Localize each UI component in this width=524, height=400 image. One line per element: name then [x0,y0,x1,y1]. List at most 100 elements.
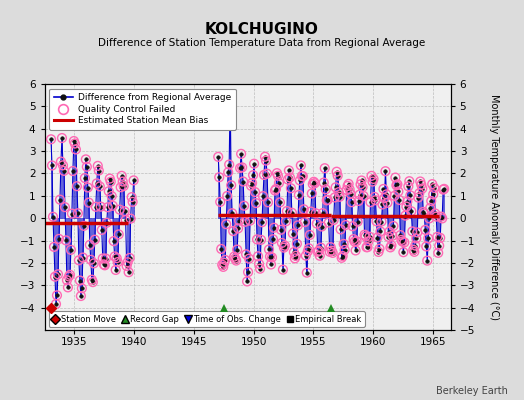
Point [97,227,106,233]
Point [90,260,98,266]
Point [362,233,370,240]
Point [417,182,425,188]
Point [437,214,445,220]
Point [264,199,272,206]
Point [256,266,264,272]
Point [99,255,107,262]
Point [380,195,389,201]
Point [107,193,116,199]
Point [265,246,273,253]
Point [351,238,359,245]
Point [106,178,115,185]
Point [71,140,79,147]
Point [428,181,436,187]
Point [122,217,130,223]
Point [216,199,224,205]
Point [359,193,368,199]
Point [283,176,292,183]
Point [387,242,396,248]
Point [344,181,353,187]
Point [227,182,235,188]
Text: KOLCHUGINO: KOLCHUGINO [205,22,319,37]
Point [101,262,109,268]
Point [413,229,421,236]
Point [285,167,293,174]
Point [125,255,134,261]
Point [127,194,136,200]
Point [270,224,278,231]
Point [294,192,303,198]
Point [412,235,420,242]
Point [391,174,400,181]
Point [302,252,310,259]
Point [125,269,133,276]
Point [365,234,374,240]
Point [100,261,108,268]
Point [234,225,242,232]
Point [219,264,227,270]
Point [103,220,111,226]
Point [275,180,283,186]
Point [422,243,430,250]
Point [215,174,223,180]
Point [126,216,135,222]
Point [376,228,385,235]
Point [244,269,252,275]
Point [347,199,356,206]
Point [394,188,402,195]
Point [325,248,334,255]
Point [321,165,329,172]
Point [350,236,358,242]
Point [277,226,285,233]
Point [408,228,417,235]
Point [414,194,422,201]
Point [322,186,330,192]
Point [68,210,76,217]
Point [249,172,257,178]
Point [431,210,440,217]
Point [61,204,69,210]
Point [346,191,355,197]
Point [218,262,226,268]
Point [278,240,286,246]
Point [49,214,57,220]
Point [298,173,306,179]
Point [235,217,243,224]
Point [260,172,268,178]
Point [48,162,56,169]
Point [335,194,344,200]
Point [357,177,366,184]
Point [389,223,398,229]
Point [85,242,94,248]
Point [128,199,137,205]
Point [382,191,390,198]
Point [110,238,118,244]
Point [104,204,112,210]
Point [384,234,392,240]
Point [112,267,120,273]
Point [301,219,309,225]
Point [251,189,259,195]
Point [119,183,128,189]
Point [93,180,101,186]
Point [316,244,325,251]
Point [52,301,60,307]
Point [118,178,127,185]
Point [385,228,394,235]
Point [379,186,388,192]
Point [248,180,256,186]
Point [105,176,114,182]
Point [226,92,234,98]
Point [330,217,338,223]
Point [276,199,284,206]
Point [88,276,96,283]
Point [426,205,434,211]
Point [229,228,237,234]
Point [82,156,90,162]
Point [315,252,324,259]
Y-axis label: Monthly Temperature Anomaly Difference (°C): Monthly Temperature Anomaly Difference (… [489,94,499,320]
Point [214,154,222,160]
Point [73,183,81,190]
Point [377,218,386,225]
Point [282,218,290,224]
